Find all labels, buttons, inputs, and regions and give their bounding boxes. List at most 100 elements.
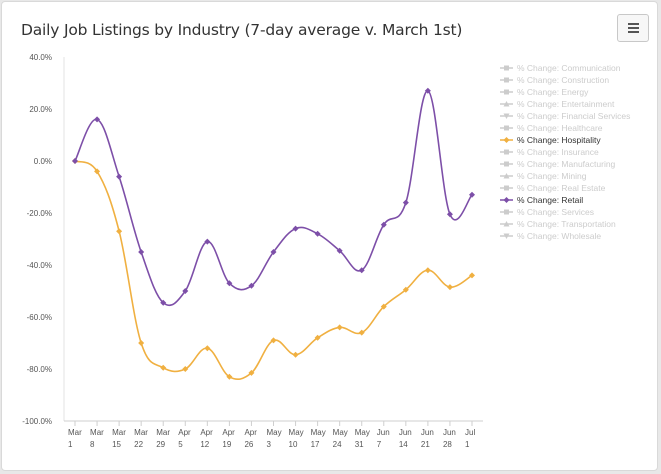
data-point-retail <box>446 211 453 218</box>
x-tick-label-day: 31 <box>355 440 364 449</box>
legend-label: % Change: Retail <box>517 195 583 205</box>
x-tick-label-day: 29 <box>156 440 165 449</box>
y-tick-label: 40.0% <box>29 53 52 62</box>
x-tick-label-month: May <box>355 428 370 437</box>
legend-marker <box>503 137 510 143</box>
chart-title: Daily Job Listings by Industry (7-day av… <box>21 21 463 39</box>
x-tick-label-month: May <box>311 428 326 437</box>
x-tick-label-day: 15 <box>112 440 121 449</box>
series-line-hospitality <box>74 160 473 381</box>
legend-item[interactable]: % Change: Healthcare <box>500 123 603 133</box>
data-point-hospitality <box>204 345 211 352</box>
data-point-retail <box>380 221 387 228</box>
legend-item[interactable]: % Change: Hospitality <box>500 135 601 145</box>
data-point-hospitality <box>358 329 365 336</box>
legend-item[interactable]: % Change: Retail <box>500 195 583 205</box>
y-tick-label: 0.0% <box>34 157 52 166</box>
legend-marker <box>504 161 509 167</box>
data-point-hospitality <box>469 272 475 279</box>
data-point-retail <box>270 249 277 255</box>
legend-marker <box>503 101 510 107</box>
legend-label: % Change: Entertainment <box>517 99 615 109</box>
legend-label: % Change: Manufacturing <box>517 159 616 169</box>
data-point-retail <box>469 191 475 198</box>
data-point-hospitality <box>446 284 453 291</box>
data-point-retail <box>204 238 211 245</box>
x-tick-label-day: 1 <box>465 440 470 449</box>
legend-item[interactable]: % Change: Insurance <box>500 147 599 157</box>
x-tick-label-month: Apr <box>178 428 191 437</box>
y-tick-label: -100.0% <box>22 417 52 426</box>
x-tick-label-day: 10 <box>289 440 298 449</box>
legend-label: % Change: Healthcare <box>517 123 603 133</box>
data-point-retail <box>314 230 321 237</box>
legend-marker <box>504 209 509 215</box>
data-point-hospitality <box>402 286 409 293</box>
y-tick-label: -80.0% <box>27 365 52 374</box>
legend-marker <box>504 185 509 191</box>
x-tick-label-month: Jun <box>443 428 456 437</box>
legend-marker <box>504 149 509 155</box>
data-point-retail <box>94 116 101 123</box>
data-point-retail <box>182 288 189 294</box>
data-point-hospitality <box>380 303 387 310</box>
data-point-hospitality <box>226 373 233 380</box>
data-point-hospitality <box>292 351 299 358</box>
y-tick-label: 20.0% <box>29 105 52 114</box>
legend-item[interactable]: % Change: Communication <box>500 63 621 73</box>
data-point-hospitality <box>160 364 167 371</box>
legend-marker <box>504 125 509 131</box>
legend-label: % Change: Mining <box>517 171 587 181</box>
legend-label: % Change: Financial Services <box>517 111 630 121</box>
data-point-retail <box>226 280 233 287</box>
x-tick-label-month: Mar <box>156 428 170 437</box>
x-tick-label-day: 28 <box>443 440 452 449</box>
x-tick-label-month: May <box>333 428 348 437</box>
x-tick-label-day: 22 <box>134 440 143 449</box>
legend-item[interactable]: % Change: Manufacturing <box>500 159 616 169</box>
data-point-hospitality <box>336 324 343 331</box>
data-point-hospitality <box>138 340 145 346</box>
legend-item[interactable]: % Change: Energy <box>500 87 589 97</box>
data-point-hospitality <box>248 369 255 376</box>
data-point-hospitality <box>314 334 321 341</box>
x-tick-label-day: 26 <box>244 440 253 449</box>
legend-marker <box>503 173 510 179</box>
x-tick-label-month: Mar <box>112 428 126 437</box>
data-point-hospitality <box>182 366 189 372</box>
x-tick-label-day: 1 <box>68 440 73 449</box>
legend-item[interactable]: % Change: Mining <box>500 171 587 181</box>
legend-label: % Change: Services <box>517 207 594 217</box>
x-tick-label-day: 17 <box>311 440 320 449</box>
x-tick-label-day: 19 <box>222 440 231 449</box>
x-tick-label-day: 24 <box>333 440 342 449</box>
legend-item[interactable]: % Change: Real Estate <box>500 183 606 193</box>
legend-label: % Change: Transportation <box>517 219 616 229</box>
x-tick-label-month: Mar <box>90 428 104 437</box>
x-tick-label-month: Apr <box>200 428 213 437</box>
legend-item[interactable]: % Change: Wholesale <box>500 231 601 241</box>
data-point-retail <box>248 282 255 289</box>
legend-marker <box>504 77 509 83</box>
x-tick-label-day: 21 <box>421 440 430 449</box>
legend-label: % Change: Wholesale <box>517 231 601 241</box>
legend-item[interactable]: % Change: Transportation <box>500 219 616 229</box>
legend-label: % Change: Hospitality <box>517 135 601 145</box>
x-tick-label-day: 7 <box>377 440 382 449</box>
legend-item[interactable]: % Change: Entertainment <box>500 99 615 109</box>
legend-item[interactable]: % Change: Construction <box>500 75 609 85</box>
y-tick-label: -40.0% <box>27 261 52 270</box>
legend-item[interactable]: % Change: Financial Services <box>500 111 630 121</box>
data-point-retail <box>424 87 431 94</box>
legend-label: % Change: Construction <box>517 75 609 85</box>
data-point-retail <box>336 247 343 254</box>
legend-label: % Change: Real Estate <box>517 183 606 193</box>
legend-item[interactable]: % Change: Services <box>500 207 594 217</box>
x-tick-label-month: Apr <box>222 428 235 437</box>
hamburger-menu-icon[interactable] <box>617 14 649 42</box>
data-point-hospitality <box>270 337 277 344</box>
x-tick-label-month: May <box>267 428 282 437</box>
legend-marker <box>503 113 510 119</box>
x-tick-label-day: 14 <box>399 440 408 449</box>
